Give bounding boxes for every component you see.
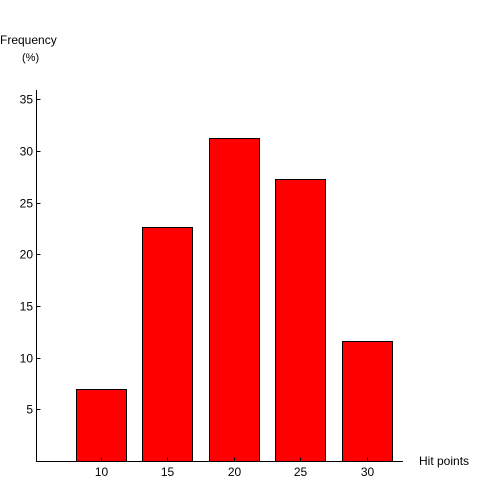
x-axis-title: Hit points xyxy=(419,454,469,468)
y-axis-title: Frequency xyxy=(0,33,57,47)
y-tick-label-20: 20 xyxy=(20,248,34,262)
bars-group xyxy=(76,138,393,462)
y-tick-label-5: 5 xyxy=(26,403,33,417)
bar-20 xyxy=(209,138,260,462)
x-tick-label-30: 30 xyxy=(361,465,375,479)
bar-15 xyxy=(142,227,193,462)
x-axis-ticks: 10 15 20 25 30 xyxy=(95,457,375,479)
x-tick-label-15: 15 xyxy=(161,465,175,479)
bar-10 xyxy=(76,389,127,462)
y-tick-label-15: 15 xyxy=(20,300,34,314)
y-tick-label-25: 25 xyxy=(20,197,34,211)
x-tick-label-25: 25 xyxy=(294,465,308,479)
y-tick-label-10: 10 xyxy=(20,352,34,366)
y-axis-ticks: 5 10 15 20 25 30 35 xyxy=(20,93,41,417)
x-tick-label-10: 10 xyxy=(95,465,109,479)
y-axis-unit: (%) xyxy=(22,52,39,64)
x-tick-label-20: 20 xyxy=(228,465,242,479)
bar-25 xyxy=(275,179,326,462)
y-tick-label-30: 30 xyxy=(20,145,34,159)
bar-30 xyxy=(342,341,393,462)
y-tick-label-35: 35 xyxy=(20,93,34,107)
